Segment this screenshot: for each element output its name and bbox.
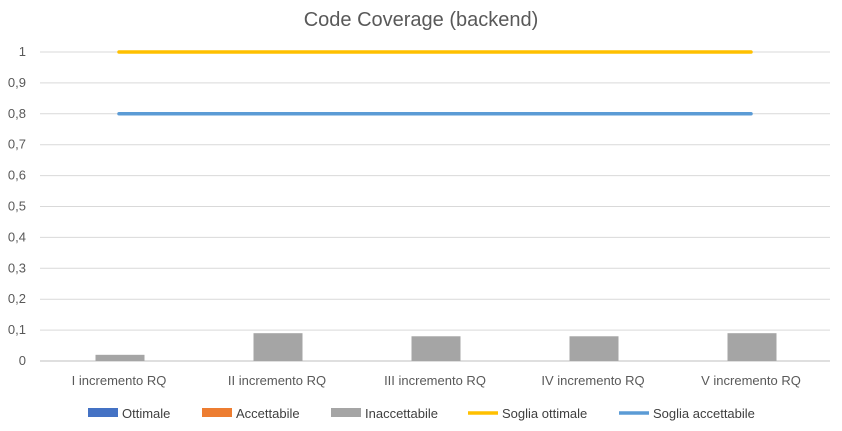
x-tick-label: V incremento RQ (701, 373, 801, 388)
legend-label: Ottimale (122, 406, 170, 421)
y-axis-ticks: 0 0,1 0,2 0,3 0,4 0,5 0,6 0,7 0,8 0,9 1 (8, 44, 26, 368)
legend-label: Inaccettabile (365, 406, 438, 421)
legend-label: Accettabile (236, 406, 300, 421)
x-axis-ticks: I incremento RQ II incremento RQ III incre… (72, 373, 801, 388)
bar-inaccettabile (411, 336, 461, 361)
legend: Ottimale Accettabile Inaccettabile Soglia o… (88, 406, 755, 421)
x-tick-label: III incremento RQ (384, 373, 486, 388)
legend-swatch (88, 408, 118, 417)
y-tick-label: 0,2 (8, 291, 26, 306)
y-tick-label: 0 (19, 353, 26, 368)
y-tick-label: 0,6 (8, 168, 26, 183)
y-tick-label: 0,4 (8, 229, 26, 244)
y-tick-label: 1 (19, 44, 26, 59)
legend-swatch (202, 408, 232, 417)
bar-inaccettabile (727, 333, 777, 361)
y-tick-label: 0,5 (8, 199, 26, 214)
y-tick-label: 0,3 (8, 260, 26, 275)
bar-inaccettabile (253, 333, 303, 361)
y-tick-label: 0,1 (8, 322, 26, 337)
x-tick-label: IV incremento RQ (541, 373, 644, 388)
bar-inaccettabile (569, 336, 619, 361)
bars (95, 333, 777, 361)
chart-title: Code Coverage (backend) (304, 9, 539, 31)
bar-inaccettabile (95, 354, 145, 361)
y-tick-label: 0,9 (8, 75, 26, 90)
threshold-lines (117, 50, 753, 116)
legend-label: Soglia accettabile (653, 406, 755, 421)
legend-swatch (331, 408, 361, 417)
x-tick-label: II incremento RQ (228, 373, 326, 388)
y-tick-label: 0,8 (8, 106, 26, 121)
y-tick-label: 0,7 (8, 137, 26, 152)
gridlines (40, 51, 830, 362)
legend-label: Soglia ottimale (502, 406, 587, 421)
x-tick-label: I incremento RQ (72, 373, 167, 388)
